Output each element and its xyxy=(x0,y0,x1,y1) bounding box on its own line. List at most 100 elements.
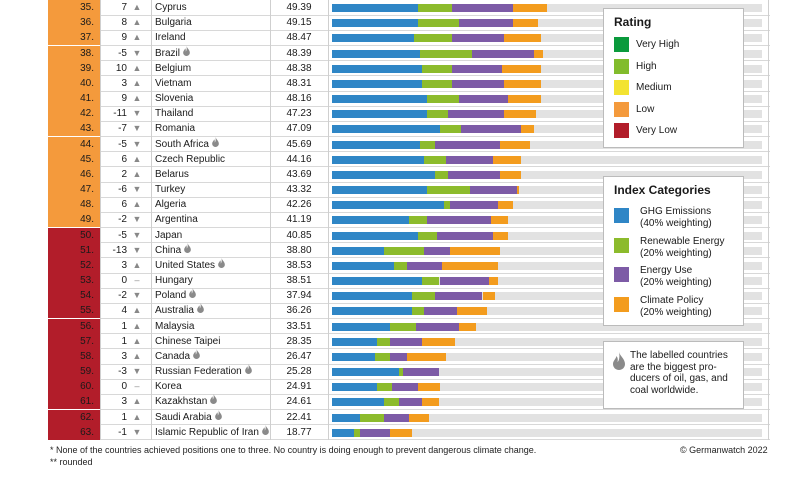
bar-segment-ghg xyxy=(332,19,418,28)
flame-icon xyxy=(214,409,222,425)
bar-segment-renewable xyxy=(375,352,391,361)
rank-change-value: -2 xyxy=(118,214,127,226)
rank-number: 41. xyxy=(80,93,94,105)
rank-change: 1 ▲ xyxy=(101,319,151,334)
table-row: 37. 9 ▲ Ireland 48.47 xyxy=(0,30,770,46)
arrow-up-icon: ▲ xyxy=(132,77,142,88)
rank-change-value: -5 xyxy=(118,229,127,241)
arrow-down-icon: ▼ xyxy=(132,138,142,149)
bar-segment-energy xyxy=(452,79,504,88)
bar-segment-renewable xyxy=(383,246,425,255)
flame-icon xyxy=(613,352,625,375)
rank-change: 3 ▲ xyxy=(101,76,151,91)
score-value: 48.16 xyxy=(286,93,312,105)
copyright-credit: © Germanwatch 2022 xyxy=(680,445,768,455)
score-value: 47.23 xyxy=(286,108,312,120)
rank-change: 9 ▲ xyxy=(101,30,151,45)
arrow-up-icon: ▲ xyxy=(132,62,142,73)
footnote-rounded: ** rounded xyxy=(50,457,93,467)
row-separator xyxy=(101,302,770,304)
rank-cell: 60. xyxy=(48,379,100,395)
bar-segment-ghg xyxy=(332,292,412,301)
rank-change-value: 8 xyxy=(121,17,127,29)
rating-label: High xyxy=(636,60,657,72)
rank-number: 63. xyxy=(80,426,94,438)
country-name: Hungary xyxy=(155,275,193,287)
bar-segment-energy xyxy=(439,277,489,286)
rank-cell: 48. xyxy=(48,197,100,213)
score-value: 26.47 xyxy=(286,350,312,362)
rank-number: 46. xyxy=(80,168,94,180)
country-name: Czech Republic xyxy=(155,153,226,165)
bar-segment-ghg xyxy=(332,231,418,240)
score-value: 24.61 xyxy=(286,396,312,408)
score-value: 25.28 xyxy=(286,366,312,378)
rank-change: 9 ▲ xyxy=(101,91,151,106)
bar-track xyxy=(332,95,762,104)
bar-segment-policy xyxy=(508,95,541,104)
table-divider xyxy=(100,0,101,440)
rank-change: -7 ▼ xyxy=(101,121,151,136)
rank-change-value: 9 xyxy=(121,32,127,44)
bar-segment-policy xyxy=(407,352,446,361)
table-row: 63. -1 ▼ Islamic Republic of Iran 18.77 xyxy=(0,424,770,440)
category-weighting: (20% weighting) xyxy=(640,277,712,288)
rank-cell: 53. xyxy=(48,273,100,289)
bar-track xyxy=(332,125,762,134)
rank-cell: 56. xyxy=(48,318,100,334)
bar-segment-policy xyxy=(450,246,500,255)
country-name: Algeria xyxy=(155,199,187,211)
bar-track xyxy=(332,155,762,164)
note-text: coal worldwide. xyxy=(630,384,699,396)
bar-segment-ghg xyxy=(332,155,425,164)
bar-segment-energy xyxy=(471,49,535,58)
table-divider xyxy=(328,0,329,440)
bar-segment-renewable xyxy=(390,322,416,331)
rank-cell: 54. xyxy=(48,288,100,304)
rank-change-value: -7 xyxy=(118,123,127,135)
rank-cell: 38. xyxy=(48,45,100,61)
arrow-down-icon: ▼ xyxy=(132,366,142,377)
flame-icon xyxy=(210,394,218,409)
rank-change: -1 ▼ xyxy=(101,425,151,440)
country-name: Brazil xyxy=(155,45,270,61)
category-label: GHG Emissions xyxy=(640,206,712,217)
rank-change: -3 ▼ xyxy=(101,364,151,379)
bar-segment-policy xyxy=(493,231,509,240)
table-row: 51. -13 ▼ China 38.80 xyxy=(0,242,770,258)
row-separator xyxy=(101,363,770,365)
bar-segment-energy xyxy=(415,322,459,331)
table-row: 60. 0– Korea 24.91 xyxy=(0,379,770,395)
rank-number: 60. xyxy=(80,381,94,393)
rank-number: 47. xyxy=(80,184,94,196)
bar-track xyxy=(332,4,762,12)
bar-segment-energy xyxy=(435,292,483,301)
rank-change: 0– xyxy=(101,273,151,288)
score-value: 48.39 xyxy=(286,47,312,59)
bar-segment-ghg xyxy=(332,170,436,179)
rank-change-value: 3 xyxy=(121,77,127,89)
row-separator xyxy=(101,166,770,168)
bar-segment-ghg xyxy=(332,322,391,331)
arrow-down-icon: ▼ xyxy=(132,108,142,119)
producer-note: The labelled countries are the biggest pr… xyxy=(603,341,744,409)
rank-cell: 63. xyxy=(48,424,100,440)
bar-track xyxy=(332,277,762,286)
table-divider xyxy=(151,0,152,440)
country-name: Turkey xyxy=(155,184,186,196)
rating-label: Low xyxy=(636,103,655,115)
rank-cell: 59. xyxy=(48,364,100,380)
bar-track xyxy=(332,19,762,28)
bar-track xyxy=(332,368,762,377)
rank-change-value: 7 xyxy=(121,2,127,13)
rank-number: 42. xyxy=(80,108,94,120)
bar-segment-ghg xyxy=(332,110,427,119)
rank-change: -2 ▼ xyxy=(101,212,151,227)
rank-cell: 44. xyxy=(48,136,100,152)
arrow-down-icon: ▼ xyxy=(132,123,142,134)
bar-track xyxy=(332,79,762,88)
bar-track xyxy=(332,398,762,407)
category-weighting: (20% weighting) xyxy=(640,247,712,259)
rank-change-value: 10 xyxy=(115,62,127,74)
bar-segment-energy xyxy=(450,201,498,210)
